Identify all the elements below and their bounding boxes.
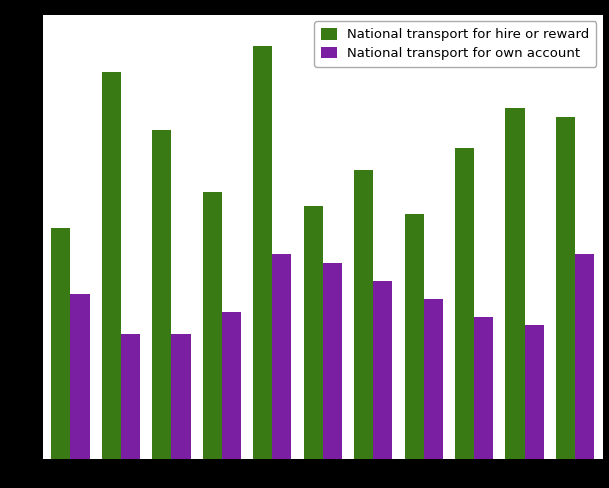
Bar xyxy=(51,228,71,459)
Bar xyxy=(71,294,90,459)
Bar xyxy=(556,117,575,459)
Bar xyxy=(575,254,594,459)
Bar xyxy=(474,317,493,459)
Bar xyxy=(272,254,292,459)
Bar xyxy=(323,264,342,459)
Bar xyxy=(404,214,424,459)
Bar xyxy=(455,148,474,459)
Bar xyxy=(171,334,191,459)
Bar xyxy=(102,72,121,459)
Legend: National transport for hire or reward, National transport for own account: National transport for hire or reward, N… xyxy=(314,21,596,66)
Bar xyxy=(424,299,443,459)
Bar xyxy=(304,205,323,459)
Bar xyxy=(354,170,373,459)
Bar xyxy=(373,281,392,459)
Bar xyxy=(525,325,544,459)
Bar xyxy=(505,108,525,459)
Bar xyxy=(222,312,241,459)
Bar xyxy=(152,130,171,459)
Bar xyxy=(121,334,140,459)
Bar xyxy=(253,46,272,459)
Bar xyxy=(203,192,222,459)
